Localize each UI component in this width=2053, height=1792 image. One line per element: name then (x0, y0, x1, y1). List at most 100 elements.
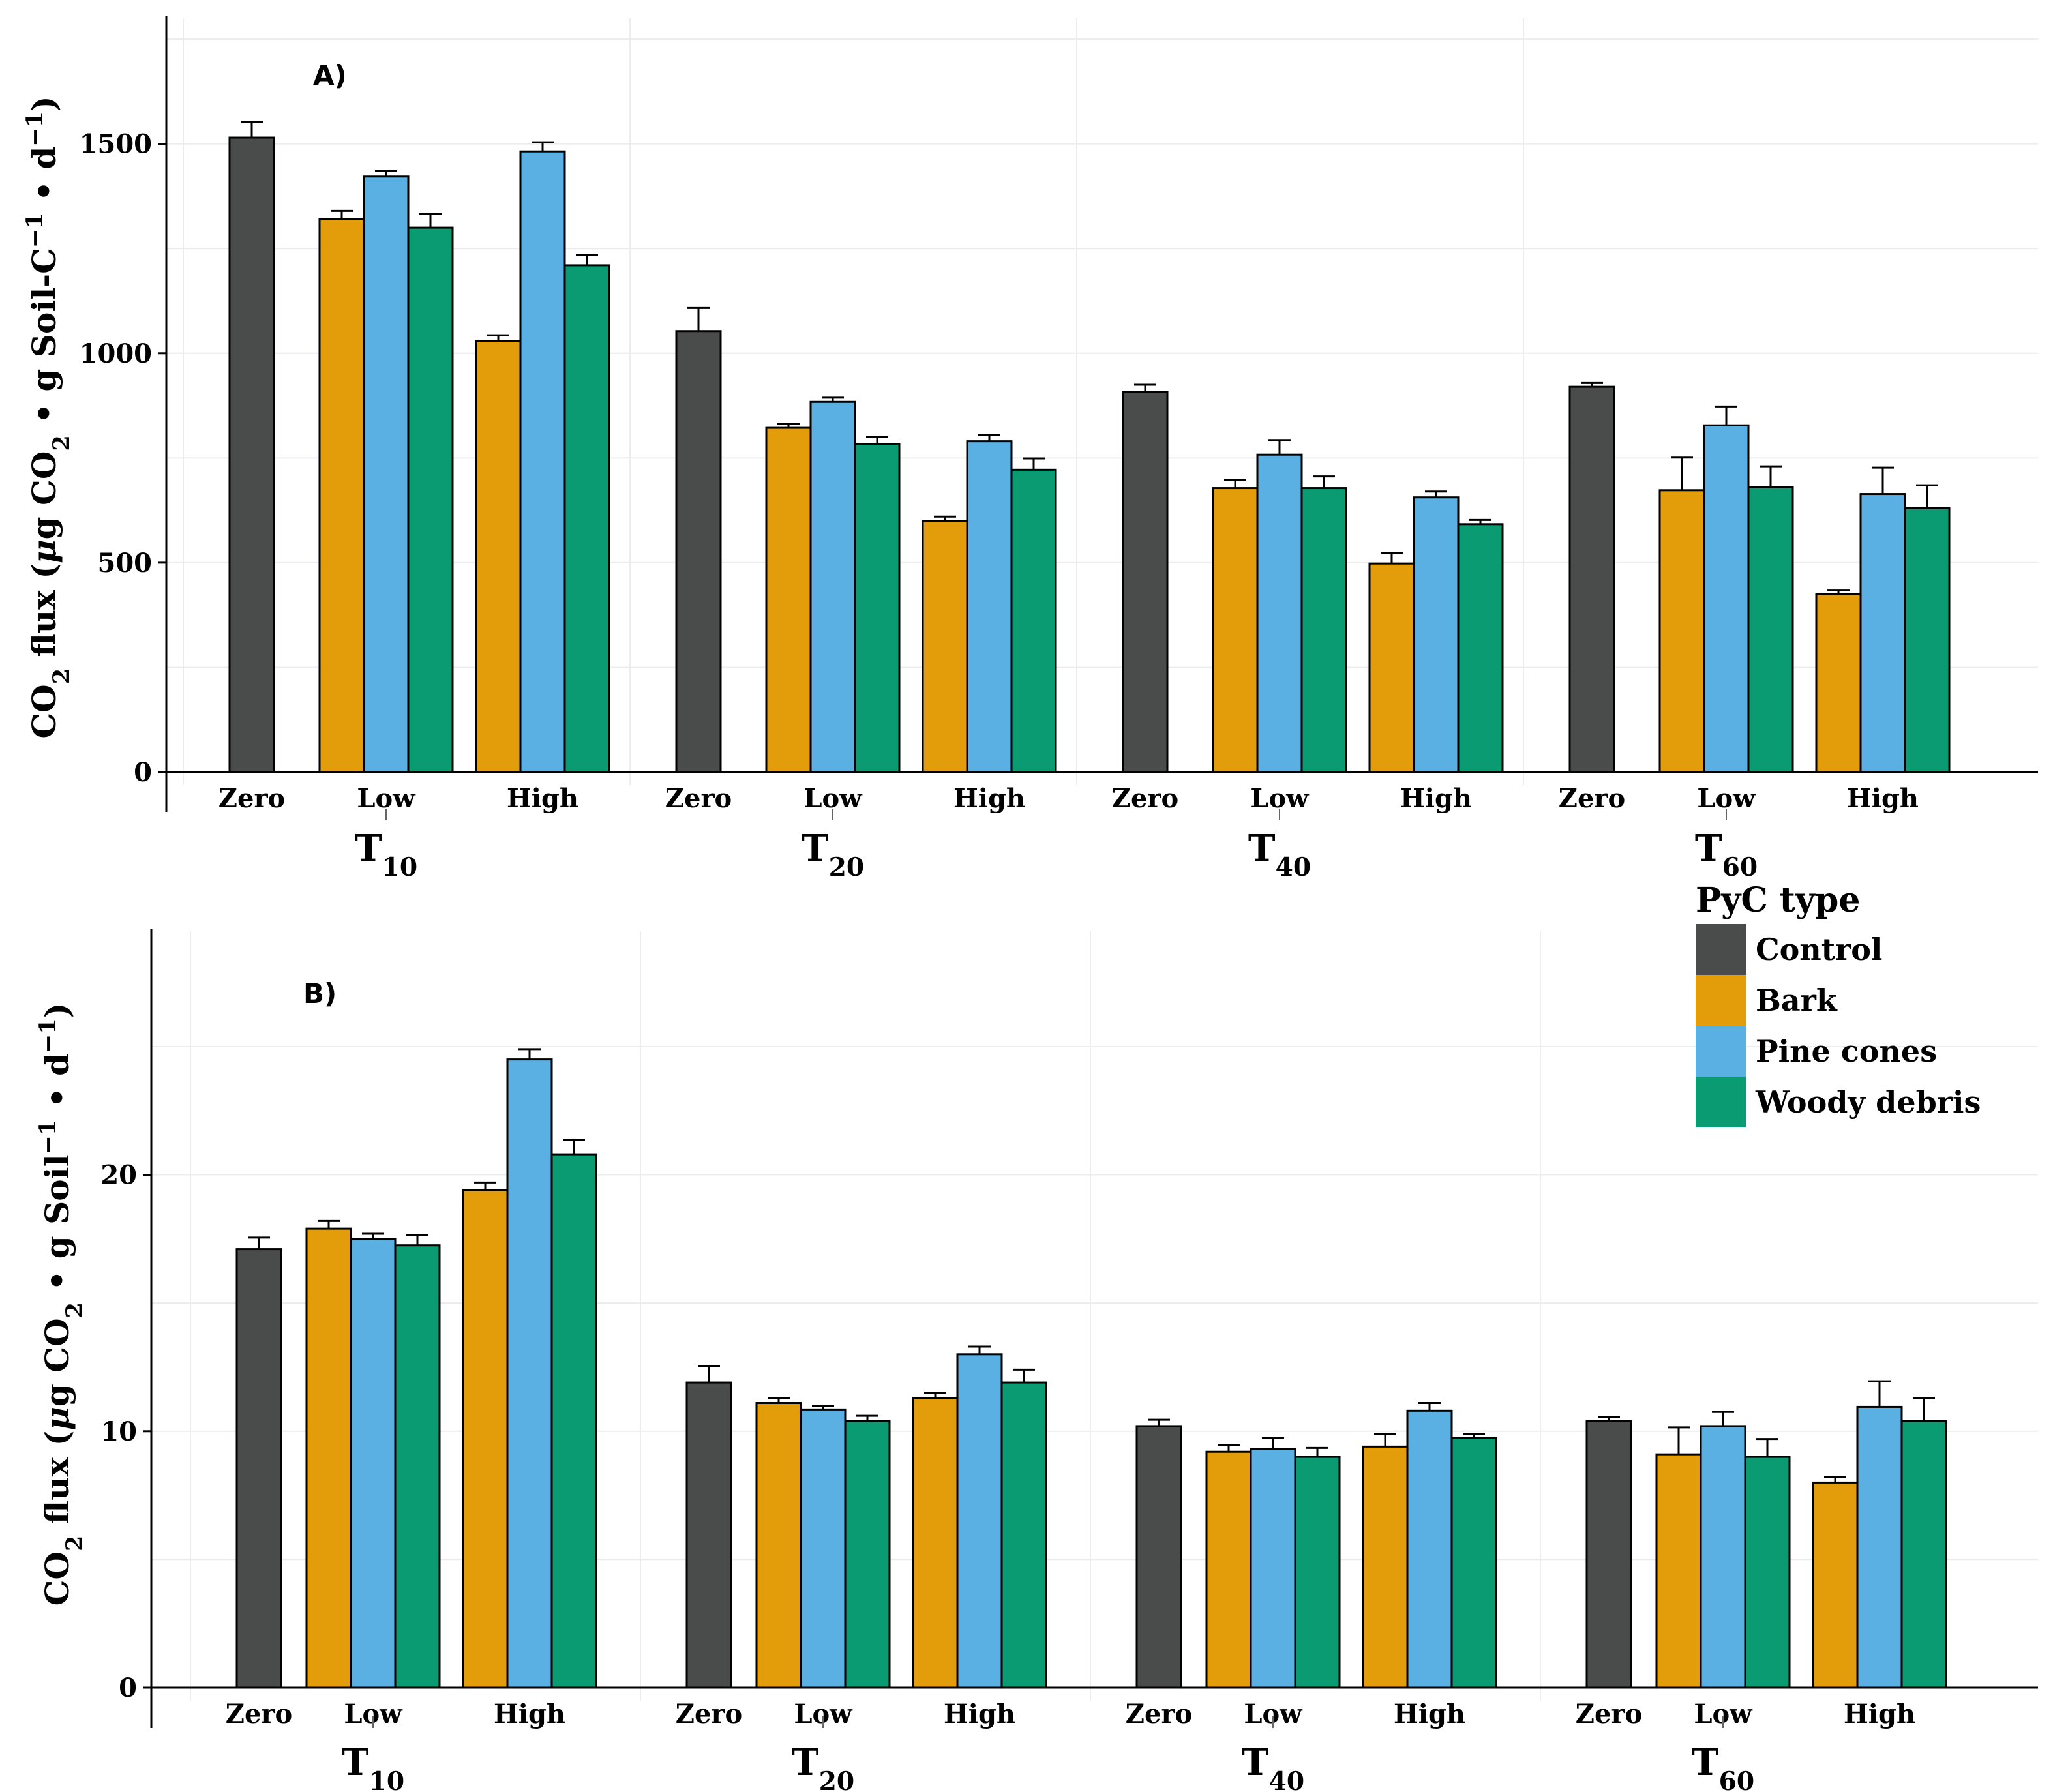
legend-swatch-woody-debris (1696, 1077, 1746, 1127)
panel-a: A) CO2 flux (μg CO2 • g Soil-C−1 • d−1) 0 5… (22, 16, 2038, 882)
panel-b: B) CO2 flux (μg CO2 • g Soil−1 • d−1) 0 10 2… (35, 929, 2038, 1792)
x-tick-label-high: High (953, 783, 1025, 814)
y-axis-label: CO2 flux (μg CO2 • g Soil−1 • d−1) (35, 1003, 88, 1606)
bar-pine-cones-low-g3 (1256, 453, 1303, 773)
bar-pine-cones-low-g2 (809, 400, 856, 773)
y-tick-label: 0 (119, 1673, 137, 1703)
y-tick-label: 1000 (80, 338, 152, 369)
bar-pine-cones-high-g3 (1406, 1409, 1453, 1689)
x-tick-label-zero: Zero (1126, 1699, 1192, 1729)
bar-pine-cones-low-g3 (1250, 1448, 1296, 1689)
legend-swatch-bark (1696, 975, 1746, 1026)
bar-control-zero-g1 (228, 136, 275, 773)
group-label: T40 (1248, 827, 1311, 882)
bar-woody-debris-low-g1 (407, 226, 454, 773)
bar-woody-debris-high-g1 (563, 264, 610, 773)
bar-control-zero-g1 (235, 1248, 282, 1689)
group-label: T40 (1242, 1741, 1304, 1792)
bar-pine-cones-high-g4 (1859, 493, 1906, 773)
legend-title: PyC type (1696, 880, 1860, 920)
bar-bark-low-g1 (318, 218, 365, 773)
bar-woody-debris-high-g1 (550, 1153, 597, 1689)
bar-pine-cones-low-g4 (1703, 424, 1750, 773)
x-tick-label-zero: Zero (218, 783, 285, 814)
x-tick-label-high: High (507, 783, 578, 814)
bars (235, 1048, 1947, 1689)
legend-swatch-control (1696, 924, 1746, 975)
bar-bark-high-g4 (1815, 593, 1862, 773)
y-tick-label: 1500 (80, 129, 152, 160)
bar-woody-debris-low-g3 (1300, 487, 1347, 773)
bar-bark-low-g3 (1212, 487, 1259, 773)
legend-label-control: Control (1756, 932, 1882, 967)
bar-control-zero-g3 (1135, 1425, 1182, 1689)
bar-woody-debris-high-g2 (1010, 468, 1057, 773)
x-tick-label-high: High (1400, 783, 1472, 814)
legend-item-woody-debris: Woody debris (1696, 1077, 1981, 1127)
bar-pine-cones-low-g1 (363, 175, 410, 773)
group-label: T20 (792, 1741, 854, 1792)
x-tick-label-zero: Zero (226, 1699, 292, 1729)
bar-bark-high-g4 (1812, 1481, 1859, 1689)
bar-control-zero-g4 (1568, 385, 1615, 773)
bar-pine-cones-high-g1 (519, 150, 566, 773)
bar-woody-debris-low-g2 (854, 442, 901, 773)
bar-control-zero-g2 (675, 330, 722, 773)
y-tick-label: 10 (100, 1416, 137, 1447)
x-tick-label-high: High (494, 1699, 565, 1729)
bar-woody-debris-high-g2 (1000, 1381, 1047, 1689)
group-label: T10 (342, 1741, 404, 1792)
bar-pine-cones-high-g4 (1856, 1405, 1903, 1689)
bar-bark-high-g1 (475, 340, 522, 773)
bar-woody-debris-low-g1 (394, 1244, 441, 1689)
bar-bark-high-g3 (1368, 562, 1415, 773)
bar-bark-low-g4 (1655, 1453, 1702, 1689)
bar-bark-high-g2 (922, 520, 968, 773)
legend-label-bark: Bark (1756, 983, 1838, 1018)
bar-woody-debris-low-g4 (1744, 1456, 1791, 1689)
legend-swatch-pine-cones (1696, 1026, 1746, 1077)
bar-woody-debris-high-g4 (1904, 507, 1951, 773)
bar-woody-debris-high-g3 (1450, 1437, 1497, 1689)
bar-pine-cones-low-g2 (800, 1408, 847, 1689)
bar-pine-cones-high-g2 (956, 1353, 1003, 1689)
bar-bark-low-g4 (1658, 489, 1705, 773)
bar-woody-debris-high-g3 (1457, 523, 1504, 773)
bar-bark-low-g2 (765, 426, 812, 773)
bar-bark-high-g1 (462, 1189, 509, 1689)
x-tick-label-high: High (1394, 1699, 1465, 1729)
legend-label-pine-cones: Pine cones (1756, 1034, 1937, 1069)
group-label: T60 (1695, 827, 1758, 882)
panel-label: A) (313, 59, 347, 91)
group-label: T60 (1692, 1741, 1754, 1792)
bar-woody-debris-low-g2 (844, 1420, 891, 1689)
bar-bark-high-g3 (1362, 1445, 1409, 1689)
x-tick-label-zero: Zero (1576, 1699, 1642, 1729)
group-label: T20 (802, 827, 864, 882)
bar-bark-low-g1 (305, 1227, 352, 1689)
bar-control-zero-g4 (1585, 1420, 1632, 1689)
bar-bark-low-g2 (755, 1402, 802, 1689)
x-tick-label-zero: Zero (665, 783, 732, 814)
y-axis-label: CO2 flux (μg CO2 • g Soil-C−1 • d−1) (22, 96, 75, 738)
y-tick-label: 0 (134, 757, 152, 788)
bar-pine-cones-high-g2 (966, 440, 1013, 773)
bar-woody-debris-high-g4 (1900, 1420, 1947, 1689)
bar-woody-debris-low-g4 (1747, 486, 1794, 773)
x-tick-label-high: High (1847, 783, 1919, 814)
x-tick-label-high: High (1844, 1699, 1915, 1729)
x-tick-label-zero: Zero (1112, 783, 1178, 814)
bar-bark-low-g3 (1205, 1450, 1252, 1689)
bar-pine-cones-high-g3 (1413, 496, 1460, 773)
x-tick-label-zero: Zero (1559, 783, 1625, 814)
x-tick-label-zero: Zero (676, 1699, 742, 1729)
bar-pine-cones-low-g1 (350, 1238, 397, 1689)
bar-control-zero-g2 (685, 1381, 732, 1689)
legend-item-pine-cones: Pine cones (1696, 1026, 1937, 1077)
bars (228, 121, 1951, 773)
y-tick-label: 20 (100, 1160, 137, 1191)
y-tick-label: 500 (98, 548, 153, 578)
bar-woody-debris-low-g3 (1294, 1456, 1341, 1689)
bar-bark-high-g2 (912, 1397, 959, 1689)
